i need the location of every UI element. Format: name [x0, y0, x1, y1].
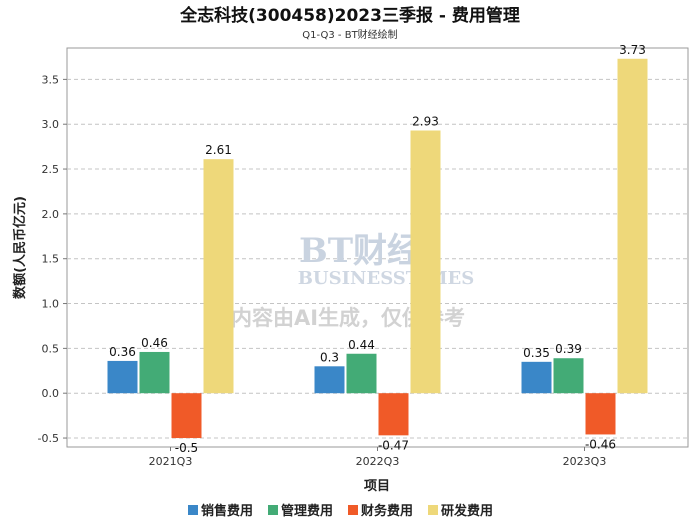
bar	[585, 393, 616, 435]
bar	[410, 130, 441, 394]
x-tick-label: 2023Q3	[563, 455, 607, 468]
data-label: -0.47	[378, 438, 409, 452]
y-tick-label: 3.5	[42, 73, 60, 86]
data-label: 0.36	[109, 345, 136, 359]
data-labels: 0.36 0.46 -0.5 2.61 0.3 0.44 -0.47 2.93 0.35 0.39…	[109, 43, 646, 455]
y-axis-ticks: -0.5 0.0 0.5 1.0 1.5 2.0 2.5 3.0 3.5	[38, 73, 67, 445]
bar	[553, 358, 584, 394]
watermark-brand: BT财经	[299, 231, 421, 271]
watermark-brand-en: BUSINESSTIMES	[298, 268, 475, 289]
y-tick-label: 3.0	[42, 118, 60, 131]
gridlines	[67, 78, 688, 439]
bar	[203, 159, 234, 394]
y-tick-label: 0.0	[42, 387, 60, 400]
bar	[107, 360, 138, 394]
plot-area	[66, 47, 689, 448]
y-tick-label: 1.0	[42, 298, 60, 311]
legend: 销售费用 管理费用 财务费用 研发费用	[188, 503, 493, 519]
x-tick-label: 2022Q3	[356, 455, 400, 468]
bar	[521, 361, 552, 394]
legend-label: 销售费用	[201, 503, 253, 519]
y-axis-label: 数额(人民币亿元)	[12, 196, 28, 299]
x-axis-ticks: 2021Q3 2022Q3 2023Q3	[149, 447, 607, 468]
bar	[171, 393, 202, 439]
data-label: -0.5	[175, 441, 198, 455]
bar	[378, 393, 409, 436]
legend-label: 研发费用	[441, 503, 493, 519]
bars	[107, 58, 648, 439]
data-label: -0.46	[585, 437, 616, 451]
bar	[617, 58, 648, 394]
data-label: 0.46	[141, 336, 168, 350]
y-tick-label: 1.5	[42, 253, 60, 266]
data-label: 0.39	[555, 342, 582, 356]
legend-swatch	[428, 505, 438, 515]
bar	[346, 353, 377, 394]
legend-swatch	[268, 505, 278, 515]
data-label: 2.93	[412, 114, 439, 128]
legend-label: 管理费用	[281, 503, 333, 519]
data-label: 3.73	[619, 43, 646, 57]
bar	[139, 351, 170, 394]
x-axis-label: 项目	[364, 479, 390, 494]
y-tick-label: 2.0	[42, 208, 60, 221]
data-label: 2.61	[205, 143, 232, 157]
legend-swatch	[348, 505, 358, 515]
chart-title: 全志科技(300458)2023三季报 - 费用管理	[179, 5, 520, 26]
data-label: 0.35	[523, 346, 550, 360]
data-label: 0.3	[320, 350, 339, 364]
x-tick-label: 2021Q3	[149, 455, 193, 468]
legend-swatch	[188, 505, 198, 515]
legend-label: 财务费用	[361, 503, 413, 519]
bar	[314, 366, 345, 394]
y-tick-label: 0.5	[42, 342, 60, 355]
data-label: 0.44	[348, 338, 375, 352]
y-tick-label: -0.5	[38, 432, 59, 445]
chart-subtitle: Q1-Q3 - BT财经绘制	[302, 28, 397, 41]
y-tick-label: 2.5	[42, 163, 60, 176]
